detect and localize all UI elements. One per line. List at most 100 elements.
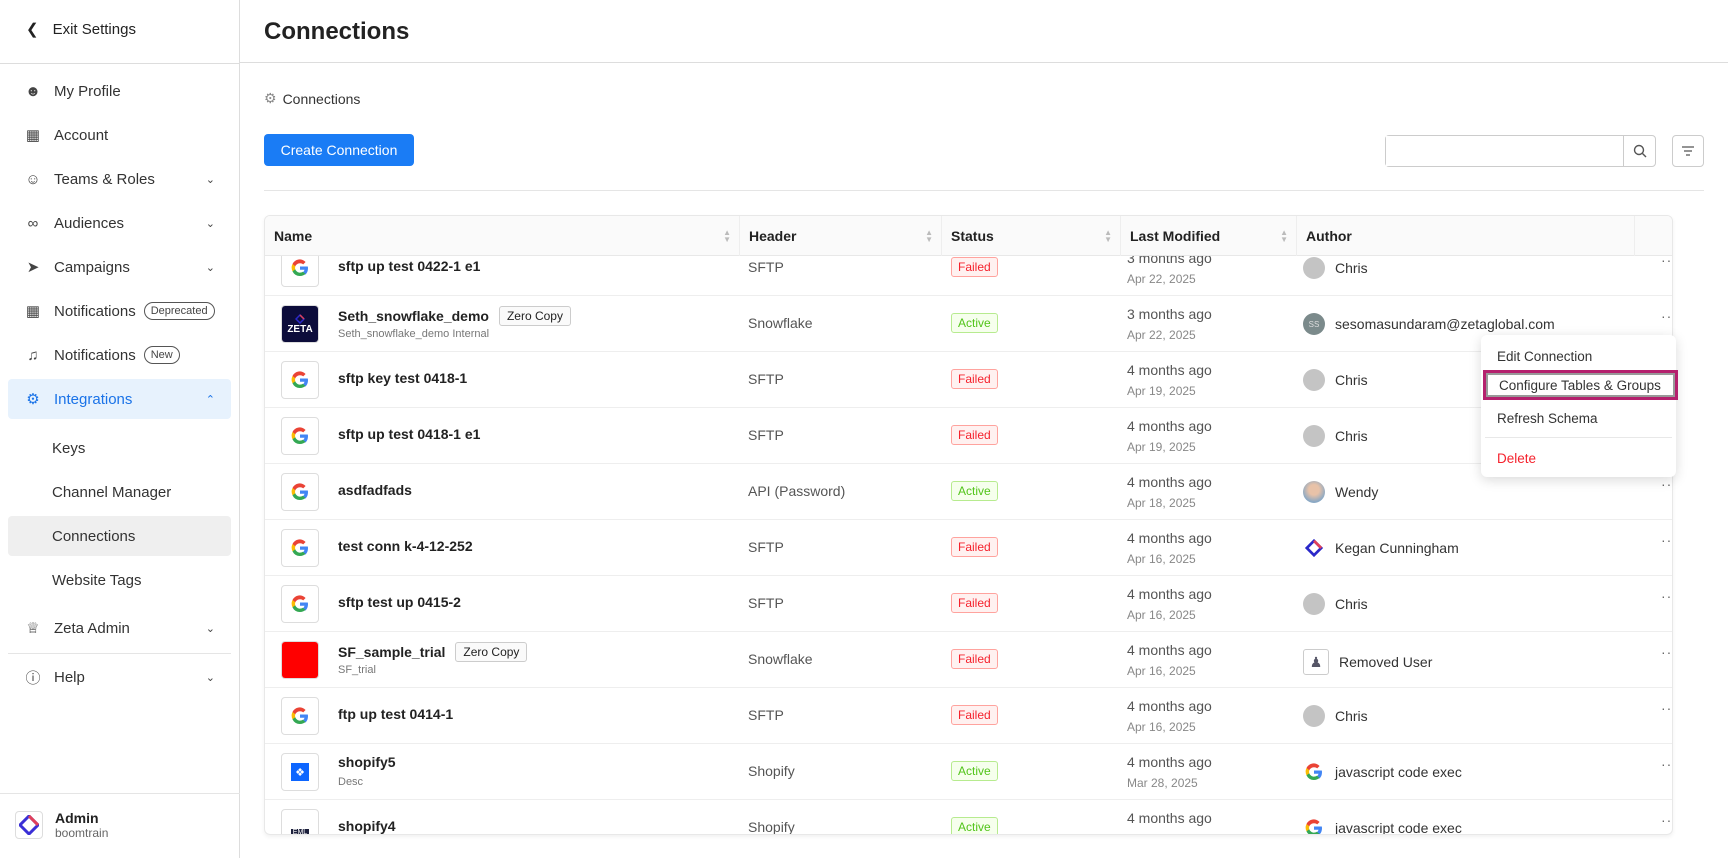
sidebar-item-notifications[interactable]: ♫ Notifications New: [8, 335, 231, 375]
sort-icon: ▲ ▼: [1280, 228, 1288, 244]
column-header-author[interactable]: Author: [1296, 216, 1634, 256]
connection-name[interactable]: sftp key test 0418-1: [338, 370, 468, 386]
status-badge: Active: [951, 761, 998, 781]
connection-name[interactable]: sftp up test 0422-1 e1: [338, 258, 481, 274]
last-modified-relative: 4 months ago: [1127, 418, 1212, 434]
last-modified-date: Apr 22, 2025: [1127, 272, 1196, 286]
sidebar-item-account[interactable]: ▦ Account: [25, 126, 109, 145]
exit-settings-button[interactable]: ❮ Exit Settings: [26, 20, 136, 39]
connection-name[interactable]: Seth_snowflake_demo: [338, 308, 489, 324]
page-title: Connections: [264, 18, 410, 45]
more-actions-button[interactable]: ···: [1661, 308, 1672, 324]
connection-name[interactable]: test conn k-4-12-252: [338, 538, 473, 554]
author: Kegan Cunningham: [1303, 537, 1459, 559]
column-header-status[interactable]: Status ▲ ▼: [941, 216, 1120, 256]
more-actions-button[interactable]: ···: [1661, 532, 1672, 548]
avatar: [1303, 425, 1325, 447]
table-row[interactable]: test conn k-4-12-252 SFTP Failed 4 month…: [265, 520, 1672, 576]
eml-logo-icon: EML: [281, 809, 319, 834]
column-header-last-modified[interactable]: Last Modified ▲ ▼: [1120, 216, 1296, 256]
menu-item-edit-connection[interactable]: Edit Connection: [1497, 348, 1593, 364]
connection-header: SFTP: [748, 427, 784, 443]
table-row[interactable]: sftp test up 0415-2 SFTP Failed 4 months…: [265, 576, 1672, 632]
table-row[interactable]: sftp up test 0418-1 e1 SFTP Failed 4 mon…: [265, 408, 1672, 464]
connection-name[interactable]: SF_sample_trial: [338, 644, 446, 660]
table-row[interactable]: sftp key test 0418-1 SFTP Failed 4 month…: [265, 352, 1672, 408]
user-account[interactable]: Admin boomtrain: [15, 810, 108, 840]
menu-item-refresh-schema[interactable]: Refresh Schema: [1497, 410, 1598, 426]
more-actions-button[interactable]: ···: [1661, 756, 1672, 772]
user-icon: ☻: [25, 82, 41, 100]
chevron-down-icon: ⌄: [205, 261, 215, 274]
create-connection-button[interactable]: Create Connection: [264, 134, 414, 166]
table-row[interactable]: ZETA Seth_snowflake_demo Zero Copy Seth_s…: [265, 296, 1672, 352]
connection-name[interactable]: shopify4: [338, 818, 396, 834]
last-modified-relative: 4 months ago: [1127, 530, 1212, 546]
more-actions-button[interactable]: ···: [1661, 476, 1672, 492]
building-icon: ▦: [25, 303, 41, 320]
connection-name[interactable]: sftp up test 0418-1 e1: [338, 426, 481, 442]
table-row[interactable]: SF_sample_trial Zero Copy SF_trial Snowfl…: [265, 632, 1672, 688]
table-row[interactable]: asdfadfads API (Password) Active 4 month…: [265, 464, 1672, 520]
table-row[interactable]: ❖ shopify5 Desc Shopify Active 4 months …: [265, 744, 1672, 800]
more-actions-button[interactable]: ···: [1661, 700, 1672, 716]
last-modified-relative: 4 months ago: [1127, 362, 1212, 378]
author-name: Removed User: [1339, 654, 1433, 670]
chevron-up-icon: ⌃: [205, 393, 215, 406]
connection-name[interactable]: ftp up test 0414-1: [338, 706, 454, 722]
menu-item-delete[interactable]: Delete: [1497, 450, 1537, 466]
zeta-logo-icon: [15, 811, 43, 839]
google-logo-icon: [281, 256, 319, 287]
sidebar-item-campaigns[interactable]: ➤ Campaigns ⌄: [8, 247, 231, 287]
filter-button[interactable]: [1672, 135, 1704, 167]
sidebar-item-help[interactable]: ⓘ Help ⌄: [25, 668, 215, 687]
menu-item-configure-tables-groups[interactable]: Configure Tables & Groups: [1483, 370, 1678, 400]
sidebar-item-integrations[interactable]: ⚙ Integrations ⌃: [8, 379, 231, 419]
author-name: Wendy: [1335, 484, 1379, 500]
google-icon: [1303, 761, 1325, 783]
search-input[interactable]: [1386, 136, 1623, 166]
status-badge: Failed: [951, 705, 998, 725]
sidebar-subitem-channel-manager[interactable]: Channel Manager: [52, 483, 172, 501]
sidebar-item-zeta-admin[interactable]: ♕ Zeta Admin ⌄: [8, 608, 231, 648]
sidebar-item-audiences[interactable]: ∞ Audiences ⌄: [8, 203, 231, 243]
more-actions-button[interactable]: ···: [1661, 588, 1672, 604]
table-body[interactable]: sftp up test 0422-1 e1 SFTP Failed 3 mon…: [265, 256, 1672, 834]
search-button[interactable]: [1623, 136, 1655, 166]
sidebar-item-notifications[interactable]: ▦ Notifications Deprecated: [8, 291, 231, 331]
author-name: javascript code exec: [1335, 764, 1462, 780]
more-actions-button[interactable]: ···: [1661, 644, 1672, 660]
red-logo-icon: [281, 641, 319, 679]
connection-description: SF_trial: [338, 664, 376, 676]
sidebar-item-my-profile[interactable]: ☻ My Profile: [25, 82, 121, 100]
sidebar-subitem-keys[interactable]: Keys: [52, 439, 86, 457]
table-row[interactable]: sftp up test 0422-1 e1 SFTP Failed 3 mon…: [265, 256, 1672, 296]
table-row[interactable]: EML shopify4 Shopify Active 4 months ago…: [265, 800, 1672, 834]
sidebar-subitem-connections[interactable]: Connections: [8, 516, 231, 556]
connection-name[interactable]: asdfadfads: [338, 482, 412, 498]
column-header-name[interactable]: Name ▲ ▼: [274, 228, 731, 244]
last-modified-relative: 3 months ago: [1127, 306, 1212, 322]
author-name: Kegan Cunningham: [1335, 540, 1459, 556]
sidebar-subitem-website-tags[interactable]: Website Tags: [52, 571, 142, 589]
connection-name[interactable]: shopify5: [338, 754, 396, 770]
connection-name[interactable]: sftp test up 0415-2: [338, 594, 461, 610]
building-icon: ▦: [25, 127, 41, 144]
connection-description: Seth_snowflake_demo Internal: [338, 328, 490, 340]
more-actions-button[interactable]: ···: [1661, 256, 1672, 268]
last-modified-relative: 4 months ago: [1127, 642, 1212, 658]
bell-icon: ♫: [27, 346, 39, 364]
google-logo-icon: [281, 697, 319, 735]
zeta-logo-icon: ZETA: [281, 305, 319, 343]
connection-header: SFTP: [748, 539, 784, 555]
table-row[interactable]: ftp up test 0414-1 SFTP Failed 4 months …: [265, 688, 1672, 744]
status-badge: Failed: [951, 257, 998, 277]
puzzle-icon: ⚙: [264, 90, 277, 106]
connection-header: SFTP: [748, 707, 784, 723]
sidebar-item-teams-roles[interactable]: ☺ Teams & Roles ⌄: [25, 170, 215, 188]
more-actions-button[interactable]: ···: [1661, 812, 1672, 828]
connection-header: Snowflake: [748, 651, 813, 667]
users-icon: ☺: [25, 170, 41, 188]
breadcrumb: ⚙ Connections: [264, 90, 361, 107]
column-header-header[interactable]: Header ▲ ▼: [739, 216, 941, 256]
